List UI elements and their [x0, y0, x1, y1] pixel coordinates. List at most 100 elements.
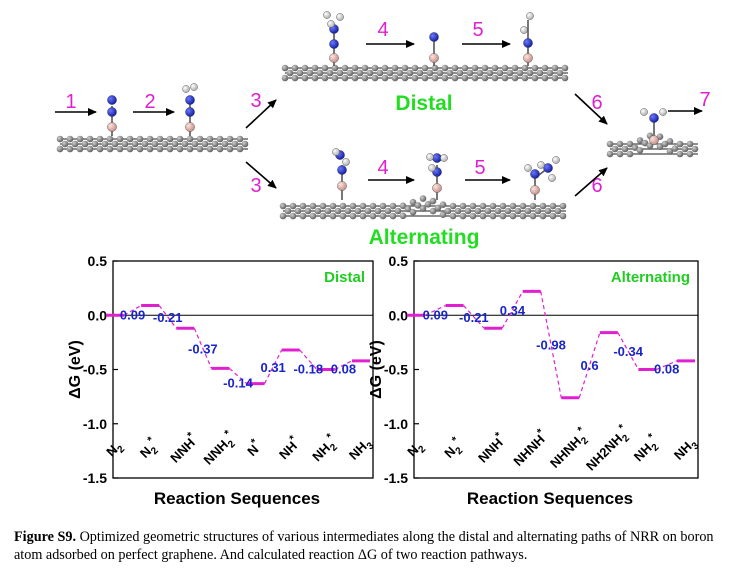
- carbon-atom: [519, 202, 527, 210]
- carbon-atom: [616, 150, 624, 158]
- carbon-atom: [479, 212, 487, 220]
- nitrogen-atom: [543, 163, 553, 173]
- carbon-atom: [309, 202, 317, 210]
- carbon-atom: [459, 202, 467, 210]
- carbon-atom: [666, 137, 674, 145]
- carbon-atom: [539, 202, 547, 210]
- carbon-atom: [341, 74, 349, 82]
- carbon-atom: [616, 140, 624, 148]
- nitrogen-atom: [107, 107, 117, 117]
- carbon-atom: [511, 74, 519, 82]
- hydrogen-atom: [524, 164, 532, 172]
- reaction-arrow: [574, 93, 608, 125]
- carbon-atom: [376, 69, 384, 77]
- carbon-atom: [611, 145, 619, 153]
- carbon-atom: [451, 74, 459, 82]
- boron-atom: [432, 183, 442, 193]
- hydrogen-atom: [440, 154, 448, 162]
- alternating-path-label: Alternating: [369, 226, 480, 249]
- step-number: 4: [377, 157, 388, 179]
- label-superscript: *: [324, 431, 336, 443]
- energy-connector: [656, 360, 678, 371]
- carbon-atom: [606, 150, 614, 158]
- step-number: 2: [144, 91, 155, 113]
- carbon-atom: [544, 207, 552, 215]
- carbon-atom: [316, 69, 324, 77]
- carbon-atom: [356, 69, 364, 77]
- carbon-atom: [241, 140, 249, 148]
- carbon-atom: [524, 207, 532, 215]
- carbon-atom: [396, 69, 404, 77]
- hydrogen-atom: [332, 148, 340, 156]
- carbon-atom: [369, 202, 377, 210]
- step-number: 3: [250, 90, 261, 112]
- carbon-atom: [676, 150, 684, 158]
- carbon-atom: [211, 140, 219, 148]
- carbon-atom: [289, 202, 297, 210]
- x-tick-label: NH2*: [629, 431, 665, 467]
- carbon-atom: [441, 64, 449, 72]
- carbon-atom: [496, 69, 504, 77]
- carbon-atom: [489, 212, 497, 220]
- carbon-atom: [131, 140, 139, 148]
- carbon-atom: [391, 74, 399, 82]
- carbon-atom: [519, 212, 527, 220]
- carbon-atom: [96, 135, 104, 143]
- x-tick-label: N*: [242, 436, 265, 459]
- step-energy-label: 0.31: [260, 360, 285, 375]
- carbon-atom: [166, 145, 174, 153]
- carbon-atom: [279, 212, 287, 220]
- carbon-atom: [361, 64, 369, 72]
- carbon-atom: [66, 135, 74, 143]
- carbon-atom: [56, 145, 64, 153]
- carbon-atom: [509, 212, 517, 220]
- x-tick-label: N2*: [439, 434, 469, 464]
- carbon-atom: [551, 64, 559, 72]
- nitrogen-atom: [329, 39, 339, 49]
- reaction-arrow: [245, 99, 277, 129]
- carbon-atom: [474, 207, 482, 215]
- y-tick-label: -1.5: [83, 470, 107, 486]
- carbon-atom: [466, 69, 474, 77]
- x-axis-label: Reaction Sequences: [467, 489, 633, 508]
- carbon-atom: [606, 140, 614, 148]
- carbon-atom: [691, 145, 699, 153]
- carbon-atom: [439, 201, 447, 209]
- carbon-atom: [309, 212, 317, 220]
- reaction-arrow: [574, 167, 608, 197]
- carbon-atom: [226, 145, 234, 153]
- carbon-atom: [549, 202, 557, 210]
- carbon-atom: [111, 140, 119, 148]
- nitrogen-atom: [185, 107, 195, 117]
- carbon-atom: [449, 202, 457, 210]
- x-tick-label: NH3: [671, 435, 702, 466]
- y-tick-label: 0.0: [88, 307, 108, 323]
- carbon-atom: [299, 202, 307, 210]
- carbon-atom: [306, 69, 314, 77]
- carbon-atom: [299, 212, 307, 220]
- carbon-atom: [166, 135, 174, 143]
- boron-atom: [523, 53, 533, 63]
- step-energy-label: 0.6: [581, 358, 599, 373]
- carbon-atom: [464, 207, 472, 215]
- energy-connector: [123, 304, 142, 316]
- carbon-atom: [191, 140, 199, 148]
- carbon-atom: [424, 200, 432, 208]
- carbon-atom: [414, 202, 422, 209]
- y-tick-label: 0.5: [389, 253, 409, 269]
- energy-charts: 0.5 0.0 -0.5 -1.0 -1.5 ΔG (eV) Reaction Sequen…: [67, 253, 702, 508]
- carbon-atom: [431, 74, 439, 82]
- y-tick-label: -0.5: [83, 362, 107, 378]
- carbon-atom: [561, 64, 569, 72]
- energy-connector: [617, 332, 639, 370]
- carbon-atom: [491, 74, 499, 82]
- boron-atom: [649, 135, 659, 145]
- carbon-atom: [71, 140, 79, 148]
- step-energy-label: -0.21: [459, 310, 489, 325]
- carbon-atom: [329, 202, 337, 210]
- carbon-atom: [399, 202, 407, 210]
- carbon-atom: [389, 212, 397, 220]
- step-number: 6: [591, 92, 602, 114]
- x-tick-label: NH3: [346, 435, 377, 466]
- carbon-atom: [369, 212, 377, 220]
